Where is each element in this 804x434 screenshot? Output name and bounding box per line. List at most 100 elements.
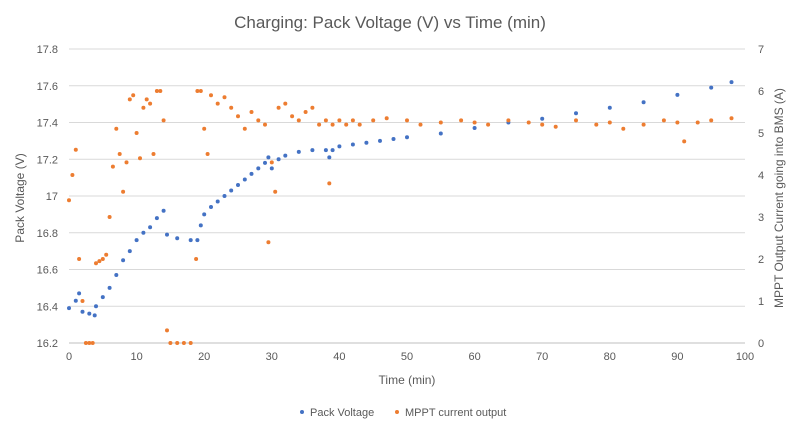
mppt-current-point	[141, 105, 146, 110]
mppt-current-point	[168, 341, 173, 345]
x-axis-title: Time (min)	[379, 373, 436, 387]
mppt-current-point	[161, 118, 166, 123]
y-tick-label: 16.6	[37, 265, 58, 277]
pack-voltage-point	[236, 183, 240, 187]
legend-marker-pack-voltage	[300, 410, 304, 414]
mppt-current-point	[695, 120, 700, 125]
mppt-current-point	[323, 118, 328, 123]
mppt-current-point	[131, 93, 136, 98]
pack-voltage-point	[202, 212, 207, 217]
mppt-current-point	[205, 152, 210, 156]
mppt-current-point	[134, 131, 139, 135]
y-axis-title: Pack Voltage (V)	[13, 153, 27, 242]
mppt-current-point	[249, 110, 254, 114]
x-tick-label: 50	[401, 351, 413, 363]
x-tick-label: 30	[266, 351, 278, 363]
mppt-current-point	[110, 164, 115, 169]
legend-marker-mppt-current	[395, 410, 399, 414]
pack-voltage-point	[364, 140, 369, 145]
y2-axis-title: MPPT Output Current going into BMS (A)	[772, 88, 786, 308]
y-tick-label: 16.2	[37, 338, 58, 350]
mppt-current-point	[290, 114, 295, 119]
mppt-current-point	[242, 126, 247, 131]
mppt-current-point	[158, 89, 163, 93]
pack-voltage-point	[283, 153, 288, 158]
mppt-current-point	[553, 124, 558, 129]
legend: Pack Voltage MPPT current output	[300, 407, 506, 419]
series-mppt-current	[67, 89, 734, 345]
mppt-current-point	[83, 341, 88, 345]
pack-voltage-point	[330, 148, 335, 153]
mppt-current-point	[327, 181, 332, 186]
mppt-current-point	[165, 328, 169, 333]
mppt-current-point	[107, 215, 112, 219]
mppt-current-point	[641, 122, 646, 127]
pack-voltage-point	[249, 171, 254, 176]
mppt-current-point	[709, 118, 714, 123]
mppt-current-point	[350, 118, 355, 123]
mppt-current-point	[540, 122, 545, 127]
pack-voltage-point	[134, 238, 139, 243]
mppt-current-point	[70, 173, 75, 177]
x-tick-label: 80	[604, 351, 616, 363]
mppt-current-point	[73, 147, 78, 152]
pack-voltage-point	[540, 116, 545, 121]
mppt-current-point	[100, 257, 105, 261]
mppt-current-point	[486, 122, 491, 127]
mppt-current-point	[438, 120, 443, 125]
mppt-current-point	[222, 95, 227, 100]
mppt-current-point	[188, 341, 193, 345]
mppt-current-point	[117, 152, 122, 156]
pack-voltage-point	[94, 304, 98, 309]
y2-tick-label: 3	[758, 212, 764, 224]
mppt-current-point	[181, 341, 186, 345]
y-tick-label: 17.2	[37, 154, 58, 166]
mppt-current-point	[506, 118, 511, 123]
mppt-current-point	[124, 160, 129, 165]
mppt-current-point	[405, 118, 409, 123]
y2-tick-label: 1	[758, 296, 764, 308]
pack-voltage-point	[87, 311, 92, 316]
mppt-current-point	[97, 259, 102, 264]
mppt-current-point	[209, 93, 213, 98]
mppt-current-point	[229, 105, 234, 110]
mppt-current-point	[151, 152, 156, 156]
mppt-current-point	[144, 97, 149, 102]
mppt-current-point	[526, 120, 531, 125]
x-tick-label: 60	[468, 351, 480, 363]
y2-tick-label: 4	[758, 170, 764, 182]
mppt-current-point	[682, 139, 687, 144]
mppt-current-point	[661, 118, 666, 123]
pack-voltage-point	[675, 92, 680, 97]
mppt-current-point	[607, 120, 612, 125]
mppt-current-point	[104, 252, 109, 257]
mppt-current-point	[114, 126, 119, 131]
y-tick-label: 17.6	[37, 81, 58, 93]
mppt-current-point	[418, 122, 423, 127]
mppt-current-point	[357, 122, 362, 127]
mppt-current-point	[384, 116, 389, 121]
pack-voltage-point	[198, 223, 203, 228]
pack-voltage-point	[242, 177, 247, 182]
mppt-current-point	[175, 341, 180, 345]
mppt-current-point	[303, 110, 308, 114]
mppt-current-point	[215, 101, 220, 106]
pack-voltage-point	[100, 295, 105, 300]
mppt-current-point	[330, 122, 335, 127]
pack-voltage-point	[107, 285, 112, 290]
chart-title: Charging: Pack Voltage (V) vs Time (min)	[234, 13, 546, 32]
y-tick-label: 16.8	[37, 228, 58, 240]
y2-tick-label: 6	[758, 86, 764, 98]
x-tick-label: 90	[671, 351, 683, 363]
pack-voltage-point	[73, 298, 78, 303]
series-pack-voltage	[67, 80, 734, 318]
mppt-current-point	[337, 118, 342, 123]
mppt-current-point	[269, 160, 274, 165]
pack-voltage-point	[350, 142, 355, 147]
axes: 16.2 16.4 16.6 16.8 17 17.2 17.4 17.6 17.8 0 1 2 3 4 5…	[37, 44, 765, 363]
pack-voltage-point	[296, 149, 301, 154]
pack-voltage-point	[438, 131, 443, 136]
pack-voltage-point	[391, 137, 396, 141]
pack-voltage-point	[121, 258, 126, 263]
